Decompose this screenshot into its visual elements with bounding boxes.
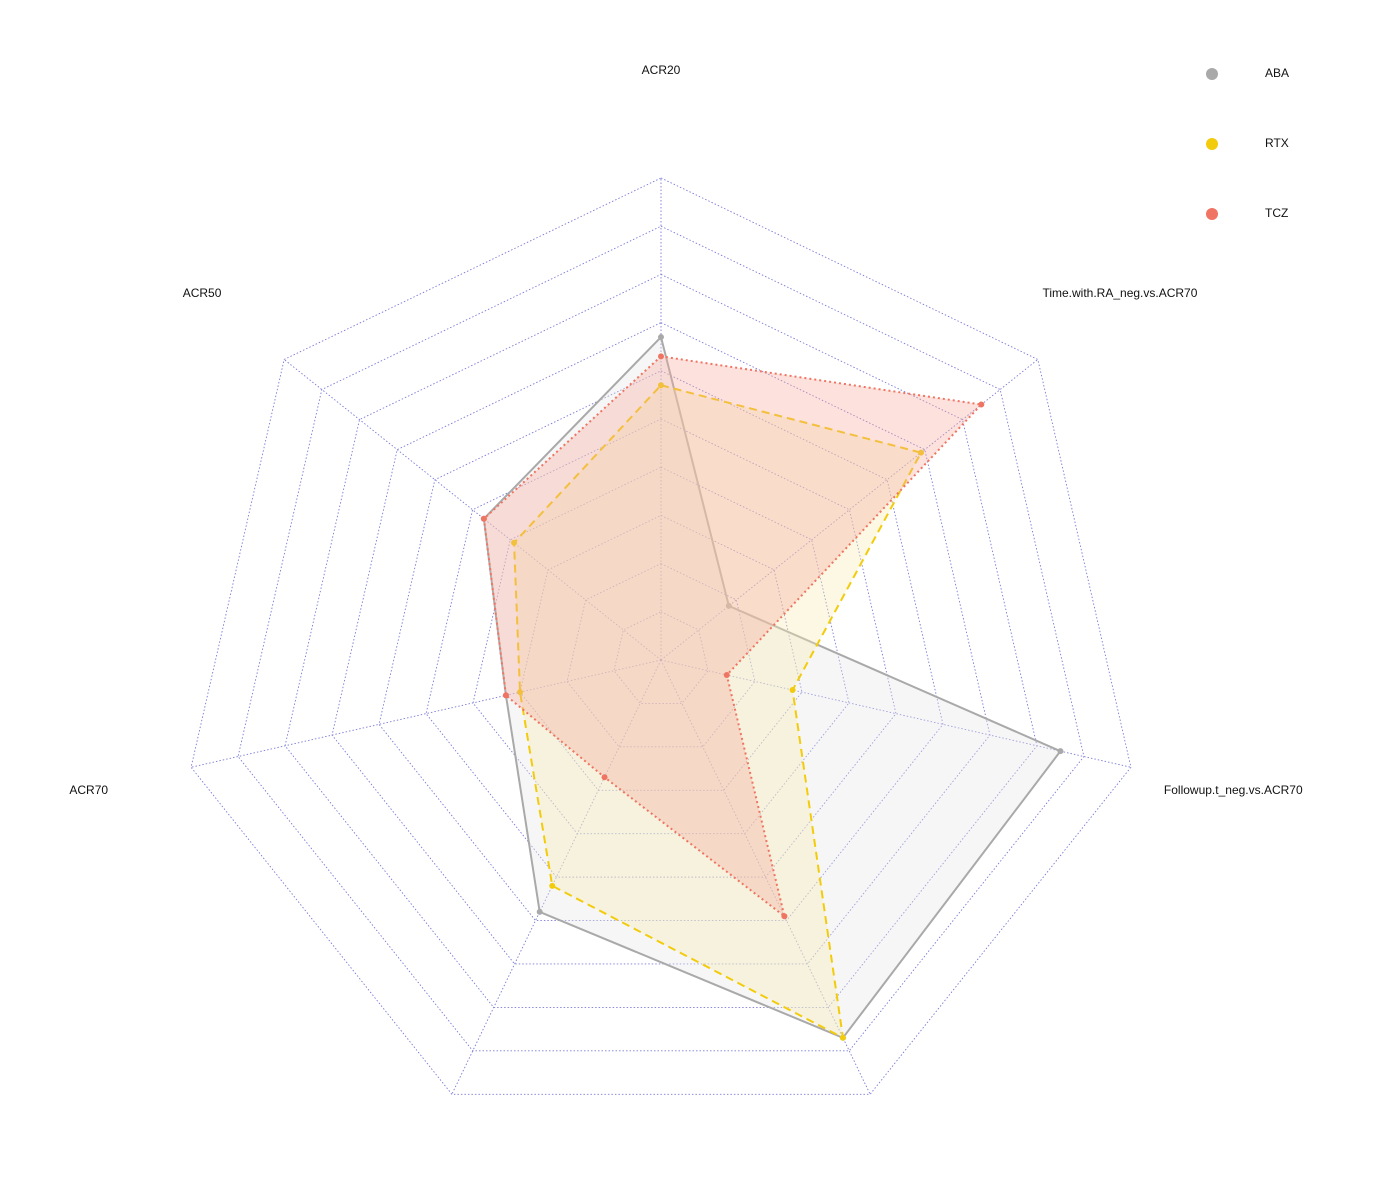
data-point <box>781 913 788 920</box>
grid-ring <box>378 370 944 922</box>
legend-label: RTX <box>1265 136 1289 150</box>
series-area <box>482 335 1062 1040</box>
data-point <box>480 515 487 522</box>
grid-ring <box>425 418 897 878</box>
grid-ring <box>472 466 850 835</box>
data-point <box>502 692 509 699</box>
axis-label: ACR20 <box>642 63 681 77</box>
legend-label: TCZ <box>1265 206 1288 220</box>
data-point <box>601 774 608 781</box>
grid-ring <box>566 563 756 748</box>
data-point <box>511 539 518 546</box>
data-point <box>1057 748 1064 755</box>
data-point <box>517 689 524 696</box>
legend-marker <box>1206 68 1218 80</box>
data-point <box>658 382 664 389</box>
axis-label: ACR70 <box>69 783 108 797</box>
data-point <box>918 449 925 456</box>
axis-label: Time.with.RA_neg.vs.ACR70 <box>1042 286 1197 300</box>
grid-ring <box>190 177 1132 1095</box>
series-area <box>482 355 984 919</box>
data-point <box>725 602 732 609</box>
data-point <box>789 687 796 694</box>
series-area <box>513 384 923 1040</box>
data-point <box>978 401 985 408</box>
data-point <box>839 1034 846 1041</box>
grid-ring <box>237 225 1085 1052</box>
data-point <box>658 334 664 341</box>
axis-label: Followup.t_neg.vs.ACR70 <box>1164 783 1303 797</box>
grid-ring <box>519 514 803 791</box>
data-point <box>536 908 543 915</box>
data-point <box>549 882 556 889</box>
axis-label: ACR50 <box>183 286 222 300</box>
data-point <box>658 353 664 360</box>
legend-label: ABA <box>1265 66 1289 80</box>
legend-marker <box>1206 208 1218 220</box>
legend-marker <box>1206 138 1218 150</box>
data-point <box>723 672 730 679</box>
